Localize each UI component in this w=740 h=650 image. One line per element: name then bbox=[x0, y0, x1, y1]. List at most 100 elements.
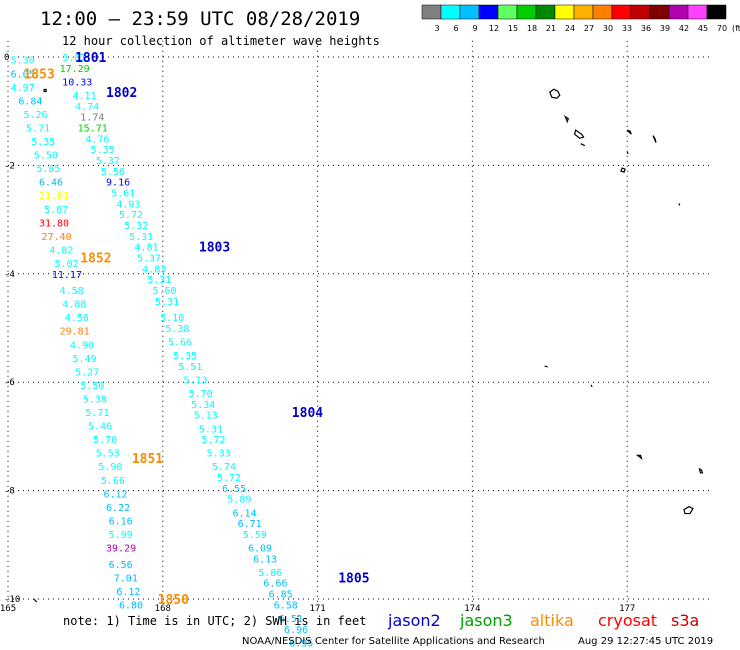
pass-id-label: 1851 bbox=[132, 452, 163, 467]
wave-height-value: 5.90 bbox=[98, 462, 122, 473]
wave-height-value: 5.66 bbox=[168, 338, 192, 349]
island-shape bbox=[620, 167, 626, 173]
wave-height-value: 4.88 bbox=[62, 300, 86, 311]
legend-label: 24 bbox=[565, 24, 575, 33]
satellite-name: jason3 bbox=[459, 611, 513, 630]
lat-tick-label: -6 bbox=[4, 378, 15, 388]
wave-height-value: 5.66 bbox=[101, 476, 125, 487]
legend-label: 9 bbox=[472, 24, 477, 33]
wave-height-value: 6.95 bbox=[289, 638, 313, 649]
wave-height-value: 5.38 bbox=[165, 324, 189, 335]
legend-swatch bbox=[611, 4, 632, 20]
satellite-name: s3a bbox=[671, 611, 699, 630]
legend-swatch bbox=[440, 4, 461, 20]
legend-swatch bbox=[554, 4, 575, 20]
wave-height-value: 9.16 bbox=[106, 178, 130, 189]
wave-height-value: 5.72 bbox=[202, 435, 226, 446]
wave-height-value: 5.26 bbox=[23, 110, 47, 121]
wave-height-value: 6.16 bbox=[109, 516, 133, 527]
pass-id-label: 1850 bbox=[158, 593, 189, 608]
wave-height-value: 5.85 bbox=[36, 164, 60, 175]
wave-height-value: 6.09 bbox=[248, 544, 272, 555]
wave-height-value: 4.97 bbox=[11, 83, 35, 94]
wave-height-value: 5.87 bbox=[44, 205, 68, 216]
legend-swatch bbox=[535, 4, 556, 20]
wave-height-value: 5.35 bbox=[31, 137, 55, 148]
lat-tick-label: -10 bbox=[4, 595, 20, 605]
wave-height-value: 4.58 bbox=[60, 286, 84, 297]
island-shape bbox=[590, 384, 593, 388]
lon-tick-label: 165 bbox=[0, 604, 16, 614]
pass-id-label: 1853 bbox=[23, 67, 54, 82]
lon-tick-label: 177 bbox=[619, 604, 635, 614]
wave-height-value: 6.51 bbox=[279, 614, 303, 625]
wave-height-value: 5.60 bbox=[152, 286, 176, 297]
legend-label: 30 bbox=[603, 24, 613, 33]
satellite-name: altika bbox=[530, 611, 574, 630]
wave-height-value: 5.31 bbox=[155, 297, 179, 308]
lat-tick-label: -8 bbox=[4, 487, 15, 497]
wave-height-value: 5.32 bbox=[124, 221, 148, 232]
wave-height-value: 10.33 bbox=[62, 77, 92, 88]
legend-label: 33 bbox=[622, 24, 632, 33]
legend-swatch bbox=[649, 4, 670, 20]
wave-height-value: 5.37 bbox=[137, 254, 161, 265]
legend-label: 36 bbox=[641, 24, 651, 33]
wave-height-value: 11.17 bbox=[52, 270, 82, 281]
legend-unit: (ft) bbox=[732, 24, 740, 33]
wave-height-value: 4.93 bbox=[116, 199, 140, 210]
wave-height-value: 21.81 bbox=[39, 191, 69, 202]
island-shape bbox=[683, 505, 694, 515]
wave-height-value: 6.58 bbox=[274, 600, 298, 611]
pass-id-label: 1801 bbox=[75, 51, 106, 66]
wave-height-value: 5.34 bbox=[191, 400, 215, 411]
legend-label: 45 bbox=[698, 24, 708, 33]
wave-height-value: 6.05 bbox=[11, 69, 35, 80]
note-text: note: 1) Time is in UTC; 2) SWH is in fe… bbox=[63, 614, 366, 628]
axis-ticks: 165 168 171 174 177 0 -2 -4 -6 -8 -10 bbox=[0, 53, 635, 614]
map-gridlines bbox=[7, 40, 710, 602]
wave-height-value: 5.35 bbox=[91, 145, 115, 156]
wave-height-value: 5.72 bbox=[217, 473, 241, 484]
satellite-name: jason2 bbox=[387, 611, 441, 630]
wave-height-value: 27.40 bbox=[42, 232, 72, 243]
legend-label: 3 bbox=[434, 24, 439, 33]
wave-height-value: 6.66 bbox=[263, 579, 287, 590]
island-shape bbox=[43, 88, 47, 93]
island-shape bbox=[33, 598, 38, 603]
legend-swatch bbox=[516, 4, 537, 20]
wave-height-value: 5.53 bbox=[96, 449, 120, 460]
wave-height-value: 6.12 bbox=[116, 587, 140, 598]
island-outlines bbox=[33, 88, 704, 603]
pass-id-label: 1852 bbox=[80, 252, 111, 267]
wave-height-value: 5.02 bbox=[54, 259, 78, 270]
wave-height-value: 5.61 bbox=[111, 189, 135, 200]
legend-label: 6 bbox=[453, 24, 458, 33]
wave-height-value: 5.50 bbox=[34, 151, 58, 162]
legend-swatch bbox=[478, 4, 499, 20]
wave-height-value: 4.81 bbox=[134, 243, 158, 254]
wave-height-value: 3.87 bbox=[62, 53, 86, 64]
wave-height-value: 5.71 bbox=[85, 408, 109, 419]
wave-height-value: 6.12 bbox=[103, 489, 127, 500]
legend-label: 12 bbox=[489, 24, 499, 33]
wave-height-value: 39.29 bbox=[106, 544, 136, 555]
lat-tick-label: -2 bbox=[4, 161, 15, 171]
timestamp-text: Aug 29 12:27:45 UTC 2019 bbox=[578, 636, 713, 647]
wave-height-value: 5.30 bbox=[11, 56, 35, 67]
wave-height-value: 6.96 bbox=[284, 625, 308, 636]
map-subtitle: 12 hour collection of altimeter wave hei… bbox=[62, 34, 380, 48]
wave-height-value: 5.50 bbox=[80, 381, 104, 392]
legend-swatch bbox=[421, 4, 442, 20]
wave-height-value: 5.71 bbox=[26, 123, 50, 134]
pass-id-label: 1803 bbox=[199, 241, 230, 256]
wave-height-value: 4.76 bbox=[85, 134, 109, 145]
wave-height-value: 7.01 bbox=[114, 573, 138, 584]
island-shape bbox=[698, 467, 704, 474]
island-shape bbox=[564, 115, 569, 124]
island-shape bbox=[635, 454, 643, 461]
wave-height-value: 5.13 bbox=[183, 375, 207, 386]
legend-label: 27 bbox=[584, 24, 594, 33]
wave-height-value: 5.51 bbox=[178, 362, 202, 373]
